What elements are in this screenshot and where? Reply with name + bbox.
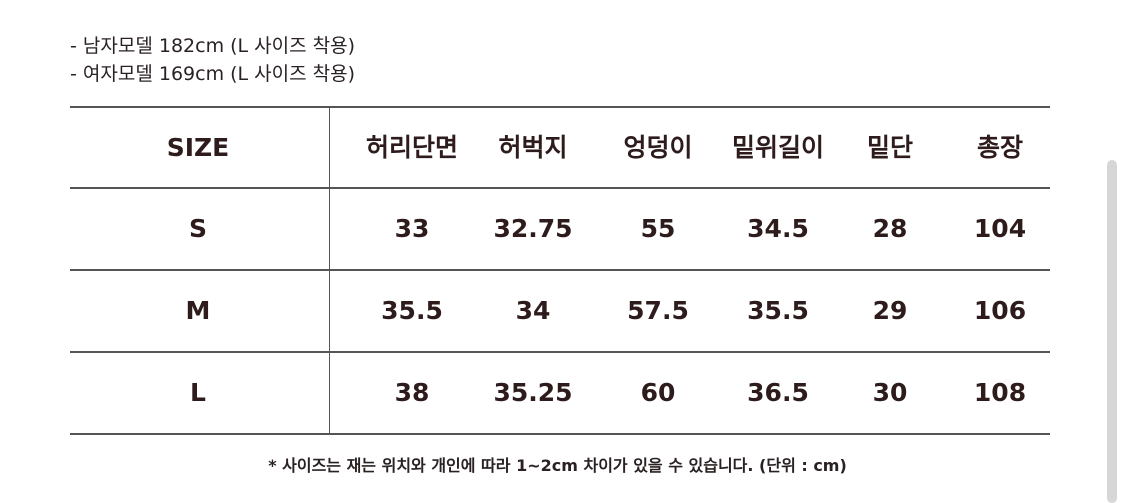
scrollbar[interactable]: [1107, 160, 1117, 503]
table-cell: M: [185, 296, 211, 325]
table-cell: 55: [640, 214, 676, 243]
footnote: * 사이즈는 재는 위치와 개인에 따라 1~2cm 차이가 있을 수 있습니다…: [268, 456, 847, 475]
column-header: 밑단: [866, 133, 914, 162]
table-cell: S: [188, 214, 208, 243]
column-header: 밑위길이: [731, 133, 825, 162]
table-cell: 35.5: [381, 296, 443, 325]
table-cell: 33: [394, 214, 430, 243]
header-row: SIZE 허리단면 허벅지 엉덩이 밑위길이 밑단 총장: [70, 108, 1050, 189]
table-row: S 33 32.75 55 34.5 28 104: [70, 189, 1050, 271]
table-cell: 35.25: [493, 378, 573, 407]
table-cell: 36.5: [747, 378, 809, 407]
column-header: 총장: [976, 133, 1024, 162]
table-cell: 108: [973, 378, 1027, 407]
table-row: L 38 35.25 60 36.5 30 108: [70, 353, 1050, 435]
table-cell: L: [190, 378, 206, 407]
table-cell: 104: [973, 214, 1027, 243]
table-cell: 34: [515, 296, 551, 325]
female-model-note: - 여자모델 169cm (L 사이즈 착용): [70, 63, 356, 85]
table-cell: 38: [394, 378, 430, 407]
column-divider: [329, 108, 330, 187]
column-divider: [329, 271, 330, 351]
column-divider: [329, 189, 330, 269]
size-table: SIZE 허리단면 허벅지 엉덩이 밑위길이 밑단 총장 S 33 32.75 55 34.5 28 10…: [70, 106, 1050, 435]
table-cell: 57.5: [627, 296, 689, 325]
table-cell: 28: [872, 214, 908, 243]
column-header: 허리단면: [365, 133, 459, 162]
model-notes: - 남자모델 182cm (L 사이즈 착용) - 여자모델 169cm (L …: [70, 32, 355, 88]
table-cell: 60: [640, 378, 676, 407]
table-cell: 30: [872, 378, 908, 407]
column-header: 허벅지: [498, 133, 568, 162]
male-model-note: - 남자모델 182cm (L 사이즈 착용): [70, 35, 356, 57]
table-cell: 34.5: [747, 214, 809, 243]
table-cell: 32.75: [493, 214, 573, 243]
table-row: M 35.5 34 57.5 35.5 29 106: [70, 271, 1050, 353]
table-cell: 106: [973, 296, 1027, 325]
column-divider: [329, 353, 330, 433]
table-cell: 35.5: [747, 296, 809, 325]
column-header: 엉덩이: [623, 133, 693, 162]
table-cell: 29: [872, 296, 908, 325]
column-header: SIZE: [166, 133, 230, 162]
